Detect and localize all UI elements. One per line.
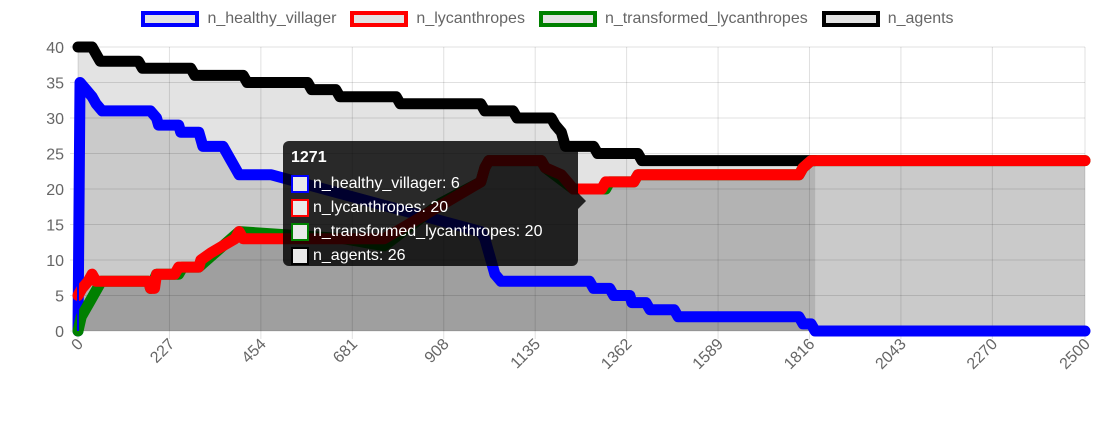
y-tick-label-3: 15 [46, 218, 64, 235]
x-tick-label-2: 454 [239, 336, 270, 367]
legend-item-agents[interactable]: n_agents [821, 10, 954, 28]
y-tick-label-8: 40 [46, 40, 64, 57]
tooltip: 1271 n_healthy_villager: 6 n_lycanthrope… [283, 141, 578, 266]
legend-item-lycanthropes[interactable]: n_lycanthropes [350, 10, 525, 28]
tooltip-text-lycanthropes: n_lycanthropes: 20 [313, 199, 449, 216]
tooltip-row-healthy-villager: n_healthy_villager: 6 [291, 172, 570, 196]
legend-label-agents: n_agents [887, 10, 954, 27]
x-tick-label-11: 2500 [1057, 336, 1094, 373]
y-tick-label-0: 0 [55, 324, 64, 341]
x-tick-label-7: 1589 [690, 336, 727, 373]
series-fills [78, 47, 1085, 331]
x-tick-label-4: 908 [422, 336, 453, 367]
legend-label-healthy-villager: n_healthy_villager [207, 10, 337, 27]
legend-swatch-healthy-villager [141, 11, 200, 27]
x-tick-label-3: 681 [330, 336, 361, 367]
x-tick-label-1: 227 [147, 336, 178, 367]
tooltip-row-transformed-lycanthropes: n_transformed_lycanthropes: 20 [291, 220, 570, 244]
tooltip-title: 1271 [291, 149, 327, 166]
legend-swatch-lycanthropes [350, 11, 409, 27]
legend-swatch-transformed-lycanthropes [538, 11, 597, 27]
area-fill-n-lycanthropes [78, 160, 1085, 331]
legend-label-transformed-lycanthropes: n_transformed_lycanthropes [604, 10, 808, 27]
y-tick-label-6: 30 [46, 111, 64, 128]
x-tick-label-10: 2270 [964, 336, 1001, 373]
x-tick-label-8: 1816 [781, 336, 818, 373]
legend-label-lycanthropes: n_lycanthropes [416, 10, 525, 27]
tooltip-swatch-agents [291, 247, 309, 265]
tooltip-swatch-healthy-villager [291, 175, 309, 193]
tooltip-row-lycanthropes: n_lycanthropes: 20 [291, 196, 570, 220]
tooltip-text-transformed-lycanthropes: n_transformed_lycanthropes: 20 [313, 223, 543, 240]
area-fill-n-healthy-villager [78, 82, 1085, 331]
tooltip-text-healthy-villager: n_healthy_villager: 6 [313, 175, 460, 192]
tooltip-swatch-transformed-lycanthropes [291, 223, 309, 241]
tooltip-row-agents: n_agents: 26 [291, 244, 570, 268]
x-tick-label-9: 2043 [873, 336, 910, 373]
y-tick-label-5: 25 [46, 147, 64, 164]
legend-swatch-agents [821, 11, 880, 27]
area-fill-n-transformed-lycanthropes [78, 160, 1085, 331]
y-tick-label-4: 20 [46, 182, 64, 199]
legend-item-healthy-villager[interactable]: n_healthy_villager [141, 10, 336, 28]
tooltip-caret [578, 193, 586, 209]
x-tick-label-6: 1362 [598, 336, 635, 373]
y-tick-label-7: 35 [46, 76, 64, 93]
y-tick-label-2: 10 [46, 253, 64, 270]
legend: n_healthy_villager n_lycanthropes n_tran… [0, 10, 1095, 28]
tooltip-text-agents: n_agents: 26 [313, 247, 406, 264]
x-tick-label-5: 1135 [508, 336, 544, 372]
legend-item-transformed-lycanthropes[interactable]: n_transformed_lycanthropes [538, 10, 808, 28]
y-tick-label-1: 5 [55, 289, 64, 306]
tooltip-swatch-lycanthropes [291, 199, 309, 217]
